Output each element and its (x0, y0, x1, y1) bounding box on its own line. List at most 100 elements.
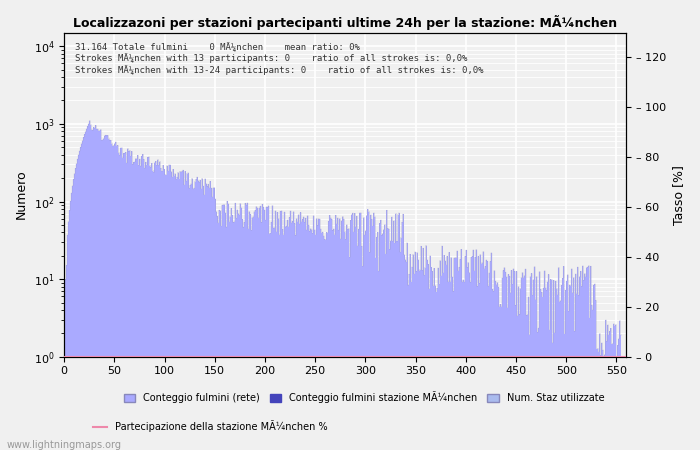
Bar (581, 286, 582, 450)
Bar (560, 301, 561, 450)
Bar (418, 260, 419, 450)
Bar (306, 230, 307, 450)
Bar (97, 129, 98, 450)
Bar (509, 276, 510, 450)
Bar (288, 226, 289, 450)
Bar (287, 220, 288, 450)
Bar (395, 214, 396, 450)
Bar (455, 258, 456, 450)
Bar (125, 153, 126, 450)
Bar (172, 169, 174, 450)
Bar (439, 284, 440, 450)
Bar (567, 275, 568, 450)
Bar (162, 166, 164, 450)
Bar (323, 236, 324, 450)
Bar (255, 210, 256, 450)
Bar (310, 229, 311, 450)
Bar (502, 278, 503, 450)
Bar (485, 266, 486, 450)
Bar (513, 269, 514, 450)
Bar (96, 129, 97, 450)
Bar (568, 311, 569, 450)
Bar (337, 218, 338, 450)
Bar (217, 216, 218, 450)
Bar (506, 277, 507, 450)
Bar (496, 284, 497, 450)
Bar (360, 213, 361, 450)
Bar (365, 231, 366, 450)
Bar (526, 315, 527, 450)
Bar (475, 257, 476, 450)
Bar (347, 229, 349, 450)
Bar (525, 269, 526, 450)
Bar (185, 171, 186, 450)
Bar (464, 282, 465, 450)
Bar (225, 213, 226, 450)
Bar (296, 219, 297, 450)
Bar (351, 215, 352, 450)
Bar (158, 165, 160, 450)
Bar (114, 144, 116, 450)
Bar (252, 218, 253, 450)
Bar (112, 146, 113, 450)
Bar (321, 233, 322, 450)
Bar (564, 333, 565, 450)
Bar (203, 186, 204, 450)
Bar (580, 271, 581, 450)
Bar (529, 335, 530, 450)
Bar (583, 280, 584, 450)
Bar (266, 207, 267, 450)
Bar (536, 277, 537, 450)
Bar (543, 288, 544, 450)
Bar (384, 225, 386, 450)
Bar (250, 214, 251, 450)
Bar (519, 315, 520, 450)
Bar (254, 212, 255, 450)
Bar (389, 249, 391, 450)
Bar (343, 219, 344, 450)
Bar (521, 278, 522, 450)
Bar (144, 168, 146, 450)
Bar (468, 262, 469, 450)
Bar (426, 260, 428, 450)
Bar (297, 221, 298, 450)
Bar (570, 286, 571, 450)
Bar (410, 254, 411, 450)
Bar (617, 346, 618, 450)
Bar (478, 256, 479, 450)
Bar (113, 145, 114, 450)
Title: Localizzazoni per stazioni partecipanti ultime 24h per la stazione: MÃ¼nchen: Localizzazoni per stazioni partecipanti … (74, 15, 617, 30)
Bar (553, 280, 554, 450)
Bar (293, 212, 294, 450)
Bar (291, 223, 292, 450)
Bar (251, 230, 252, 450)
Bar (414, 252, 416, 450)
Bar (164, 175, 165, 450)
Bar (72, 186, 73, 450)
Bar (576, 294, 578, 450)
Bar (562, 279, 564, 450)
Bar (469, 273, 470, 450)
Bar (402, 214, 403, 450)
Bar (91, 130, 92, 450)
Bar (84, 135, 85, 450)
Bar (327, 233, 328, 450)
Bar (511, 270, 512, 450)
Bar (111, 144, 112, 450)
Bar (366, 216, 368, 450)
Bar (139, 159, 141, 450)
Bar (515, 306, 516, 450)
Bar (547, 282, 548, 450)
Bar (498, 287, 499, 450)
Bar (81, 144, 82, 450)
Bar (264, 210, 265, 450)
Bar (116, 146, 118, 450)
Bar (229, 221, 230, 450)
Bar (128, 152, 130, 450)
Bar (231, 208, 232, 450)
Bar (90, 125, 91, 450)
Bar (537, 332, 538, 450)
Bar (272, 206, 273, 450)
Bar (411, 282, 412, 450)
Bar (456, 258, 457, 450)
